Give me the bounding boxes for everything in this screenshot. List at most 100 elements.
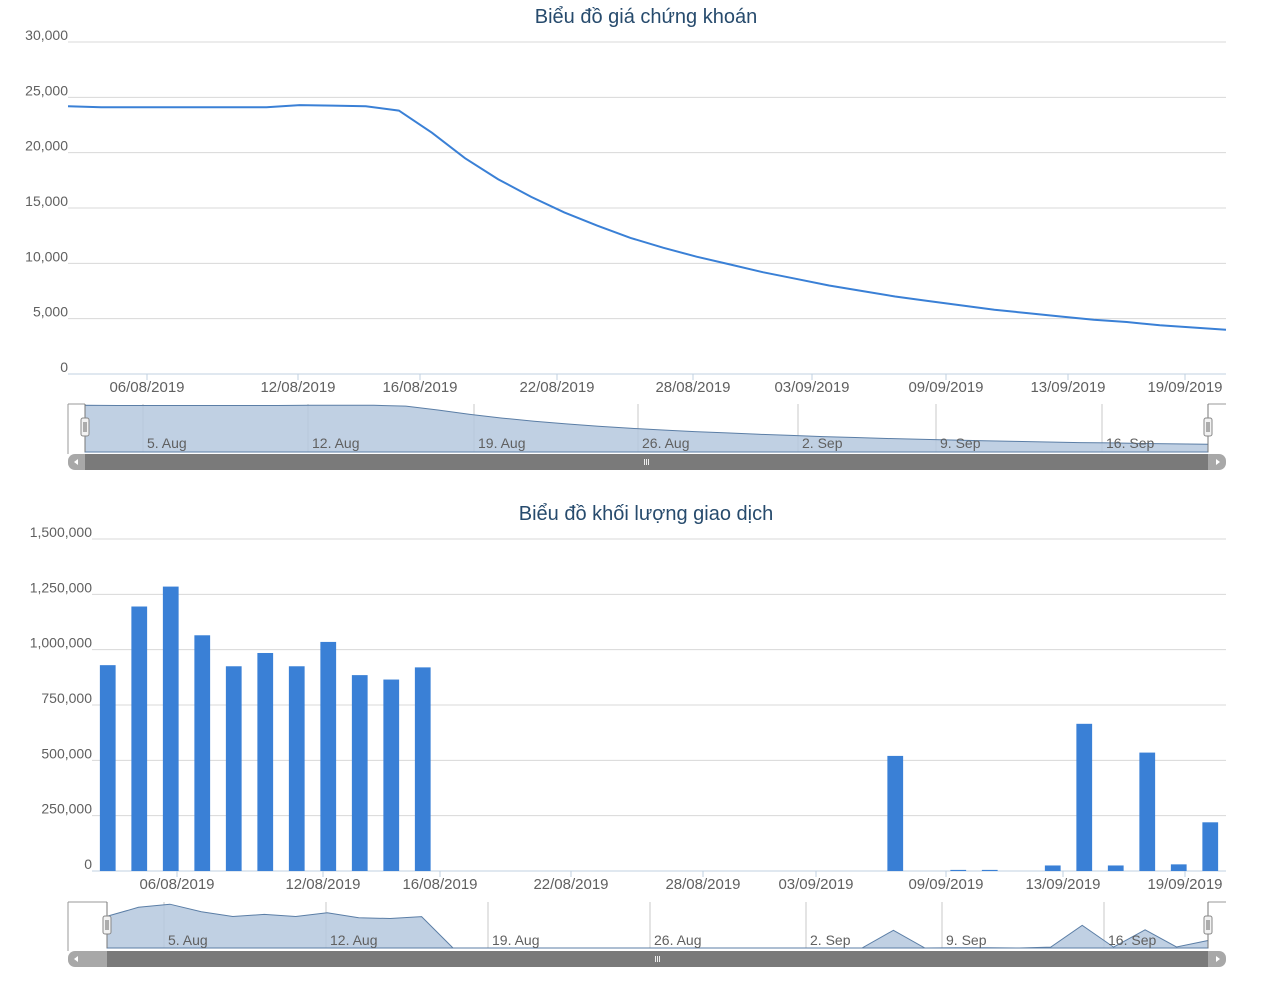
volume-bar[interactable] bbox=[225, 666, 242, 871]
price-point[interactable] bbox=[1155, 320, 1165, 330]
chart-title: Biểu đồ giá chứng khoán bbox=[535, 6, 757, 28]
scroll-right-arrow-icon[interactable] bbox=[1216, 956, 1220, 962]
price-point[interactable] bbox=[63, 101, 73, 111]
price-point[interactable] bbox=[526, 192, 536, 202]
y-tick-label: 1,500,000 bbox=[30, 524, 92, 540]
price-point[interactable] bbox=[295, 100, 305, 110]
volume-bar[interactable] bbox=[194, 635, 211, 871]
navigator-tick-label: 19. Aug bbox=[492, 932, 540, 948]
volume-bar[interactable] bbox=[162, 586, 179, 871]
x-tick-label: 13/09/2019 bbox=[1025, 876, 1100, 893]
price-point[interactable] bbox=[659, 243, 669, 253]
volume-bar[interactable] bbox=[1170, 864, 1187, 871]
volume-bar[interactable] bbox=[950, 869, 967, 871]
price-point[interactable] bbox=[1056, 311, 1066, 321]
volume-bar[interactable] bbox=[1107, 865, 1124, 871]
y-tick-label: 0 bbox=[60, 359, 68, 375]
y-tick-label: 20,000 bbox=[25, 138, 68, 154]
price-point[interactable] bbox=[1221, 325, 1231, 335]
price-point[interactable] bbox=[824, 280, 834, 290]
navigator-left-handle[interactable] bbox=[102, 915, 112, 935]
price-point[interactable] bbox=[262, 102, 272, 112]
y-tick-label: 5,000 bbox=[33, 304, 68, 320]
price-point[interactable] bbox=[625, 233, 635, 243]
scroll-left-arrow-icon[interactable] bbox=[74, 956, 78, 962]
price-point[interactable] bbox=[857, 286, 867, 296]
price-point[interactable] bbox=[228, 102, 238, 112]
volume-bar[interactable] bbox=[99, 665, 116, 871]
price-point[interactable] bbox=[890, 292, 900, 302]
volume-bar[interactable] bbox=[383, 679, 400, 871]
volume-bar[interactable] bbox=[351, 675, 368, 871]
navigator-tick-label: 2. Sep bbox=[802, 435, 843, 451]
volume-bar[interactable] bbox=[257, 652, 274, 871]
price-point[interactable] bbox=[1122, 317, 1132, 327]
price-point[interactable] bbox=[460, 153, 470, 163]
navigator-tick-label: 16. Sep bbox=[1108, 932, 1156, 948]
x-tick-label: 13/09/2019 bbox=[1030, 379, 1105, 396]
scroll-right-arrow-icon[interactable] bbox=[1216, 459, 1220, 465]
y-tick-label: 250,000 bbox=[41, 801, 92, 817]
navigator-tick-label: 9. Sep bbox=[946, 932, 987, 948]
x-tick-label: 06/08/2019 bbox=[109, 379, 184, 396]
price-point[interactable] bbox=[559, 207, 569, 217]
price-point[interactable] bbox=[1188, 323, 1198, 333]
volume-bar[interactable] bbox=[981, 869, 998, 871]
price-point[interactable] bbox=[195, 102, 205, 112]
x-tick-label: 12/08/2019 bbox=[260, 379, 335, 396]
price-point[interactable] bbox=[692, 252, 702, 262]
price-point[interactable] bbox=[162, 102, 172, 112]
y-tick-label: 30,000 bbox=[25, 27, 68, 43]
navigator-tick-label: 12. Aug bbox=[312, 435, 360, 451]
price-point[interactable] bbox=[758, 267, 768, 277]
price-point[interactable] bbox=[989, 305, 999, 315]
price-point[interactable] bbox=[956, 300, 966, 310]
price-point[interactable] bbox=[361, 101, 371, 111]
x-tick-label: 19/09/2019 bbox=[1147, 876, 1222, 893]
volume-bar[interactable] bbox=[414, 667, 431, 871]
y-tick-label: 0 bbox=[84, 856, 92, 872]
y-tick-label: 15,000 bbox=[25, 193, 68, 209]
price-point[interactable] bbox=[129, 102, 139, 112]
price-point[interactable] bbox=[96, 102, 106, 112]
volume-bar[interactable] bbox=[887, 755, 904, 871]
volume-bar[interactable] bbox=[320, 641, 337, 871]
price-point[interactable] bbox=[328, 101, 338, 111]
price-point[interactable] bbox=[725, 259, 735, 269]
x-tick-label: 19/09/2019 bbox=[1147, 379, 1222, 396]
y-tick-label: 25,000 bbox=[25, 82, 68, 98]
scrollbar[interactable] bbox=[68, 454, 1226, 470]
navigator[interactable]: 5. Aug 12. Aug 19. Aug 26. Aug 2. Sep 9. Sep 1… bbox=[67, 403, 1226, 454]
price-line[interactable] bbox=[67, 104, 1227, 331]
price-point[interactable] bbox=[791, 274, 801, 284]
volume-bar[interactable] bbox=[1139, 752, 1156, 871]
price-point[interactable] bbox=[394, 106, 404, 116]
volume-bar[interactable] bbox=[288, 666, 305, 871]
scroll-left-arrow-icon[interactable] bbox=[74, 459, 78, 465]
chart-title: Biểu đồ khối lượng giao dịch bbox=[519, 503, 773, 525]
volume-bar[interactable] bbox=[131, 606, 148, 871]
navigator-tick-label: 5. Aug bbox=[147, 435, 187, 451]
y-tick-label: 750,000 bbox=[41, 690, 92, 706]
volume-bar[interactable] bbox=[1044, 865, 1061, 871]
y-tick-label: 1,000,000 bbox=[30, 635, 92, 651]
navigator[interactable]: 5. Aug 12. Aug 19. Aug 26. Aug 2. Sep 9. Sep 1… bbox=[67, 901, 1226, 951]
x-tick-label: 06/08/2019 bbox=[139, 876, 214, 893]
scrollbar[interactable] bbox=[68, 951, 1226, 967]
x-tick-label: 03/09/2019 bbox=[774, 379, 849, 396]
y-tick-label: 500,000 bbox=[41, 745, 92, 761]
navigator-tick-label: 26. Aug bbox=[642, 435, 690, 451]
price-point[interactable] bbox=[1089, 315, 1099, 325]
y-tick-label: 10,000 bbox=[25, 248, 68, 264]
price-point[interactable] bbox=[427, 128, 437, 138]
x-tick-label: 03/09/2019 bbox=[778, 876, 853, 893]
volume-bar[interactable] bbox=[1076, 723, 1093, 871]
price-point[interactable] bbox=[923, 296, 933, 306]
price-point[interactable] bbox=[1022, 308, 1032, 318]
price-point[interactable] bbox=[493, 174, 503, 184]
navigator-right-handle[interactable] bbox=[1203, 915, 1213, 935]
volume-bar[interactable] bbox=[1202, 822, 1219, 871]
navigator-right-handle[interactable] bbox=[1203, 417, 1213, 437]
price-point[interactable] bbox=[592, 221, 602, 231]
navigator-left-handle[interactable] bbox=[80, 417, 90, 437]
